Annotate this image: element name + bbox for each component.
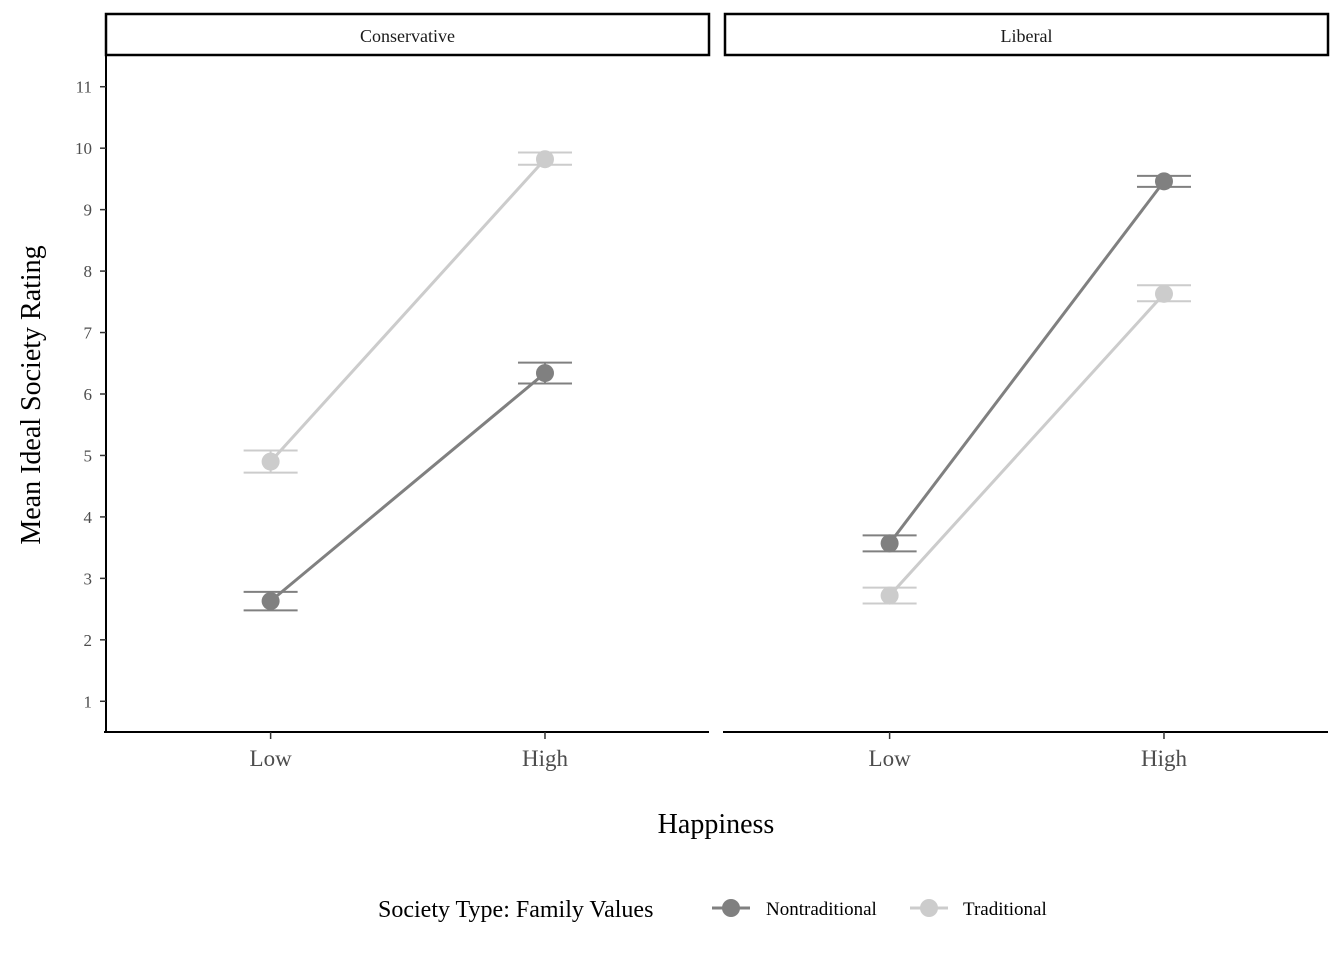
series-traditional — [243, 150, 572, 474]
y-tick-label: 8 — [84, 262, 93, 281]
facet-strip — [104, 12, 711, 57]
y-tick-label: 10 — [75, 139, 92, 158]
legend-label: Traditional — [963, 899, 1047, 920]
facet-strip-label: Conservative — [360, 26, 455, 46]
facet-strip-label: Liberal — [1001, 26, 1053, 46]
x-tick-label: High — [522, 746, 569, 771]
x-axis-title: Happiness — [658, 809, 775, 840]
legend-item-traditional: Traditional — [910, 899, 1047, 920]
y-axis-title: Mean Ideal Society Rating — [16, 245, 47, 544]
series-line — [269, 371, 546, 603]
panel-liberal: Liberal Low High — [723, 12, 1330, 771]
data-point — [261, 592, 280, 611]
series-line — [888, 292, 1166, 597]
y-tick-label: 4 — [84, 508, 93, 527]
y-tick-label: 2 — [84, 631, 93, 650]
legend: Society Type: Family Values Nontradition… — [378, 897, 1047, 923]
series-line — [888, 180, 1166, 545]
series-nontraditional — [243, 361, 572, 612]
y-tick-label: 1 — [84, 692, 93, 711]
data-point — [880, 534, 899, 553]
data-point — [535, 150, 554, 169]
legend-item-nontraditional: Nontraditional — [712, 899, 877, 920]
panel-conservative: Conservative 1 2 3 4 5 6 7 8 9 10 11 Low High — [75, 12, 711, 771]
x-tick-label: Low — [869, 746, 912, 771]
data-point — [880, 586, 899, 605]
x-tick-label: Low — [250, 746, 293, 771]
legend-items: Nontraditional Traditional — [712, 899, 1047, 920]
series-nontraditional — [862, 172, 1191, 553]
y-tick-label: 7 — [84, 324, 93, 343]
y-tick-label: 3 — [84, 569, 93, 588]
series-line — [269, 158, 547, 463]
legend-key-point — [920, 899, 938, 917]
y-tick-label: 5 — [84, 446, 93, 465]
y-tick-label: 9 — [84, 201, 93, 220]
x-tick-label: High — [1141, 746, 1188, 771]
data-point — [261, 452, 280, 471]
series-traditional — [862, 284, 1191, 605]
facet-strip — [723, 12, 1330, 57]
data-point — [1154, 172, 1173, 191]
legend-key-point — [722, 899, 740, 917]
legend-label: Nontraditional — [766, 899, 877, 920]
y-tick-label: 11 — [76, 78, 92, 97]
data-point — [535, 364, 554, 383]
y-tick-label: 6 — [84, 385, 93, 404]
legend-title: Society Type: Family Values — [378, 897, 653, 923]
data-point — [1154, 284, 1173, 303]
